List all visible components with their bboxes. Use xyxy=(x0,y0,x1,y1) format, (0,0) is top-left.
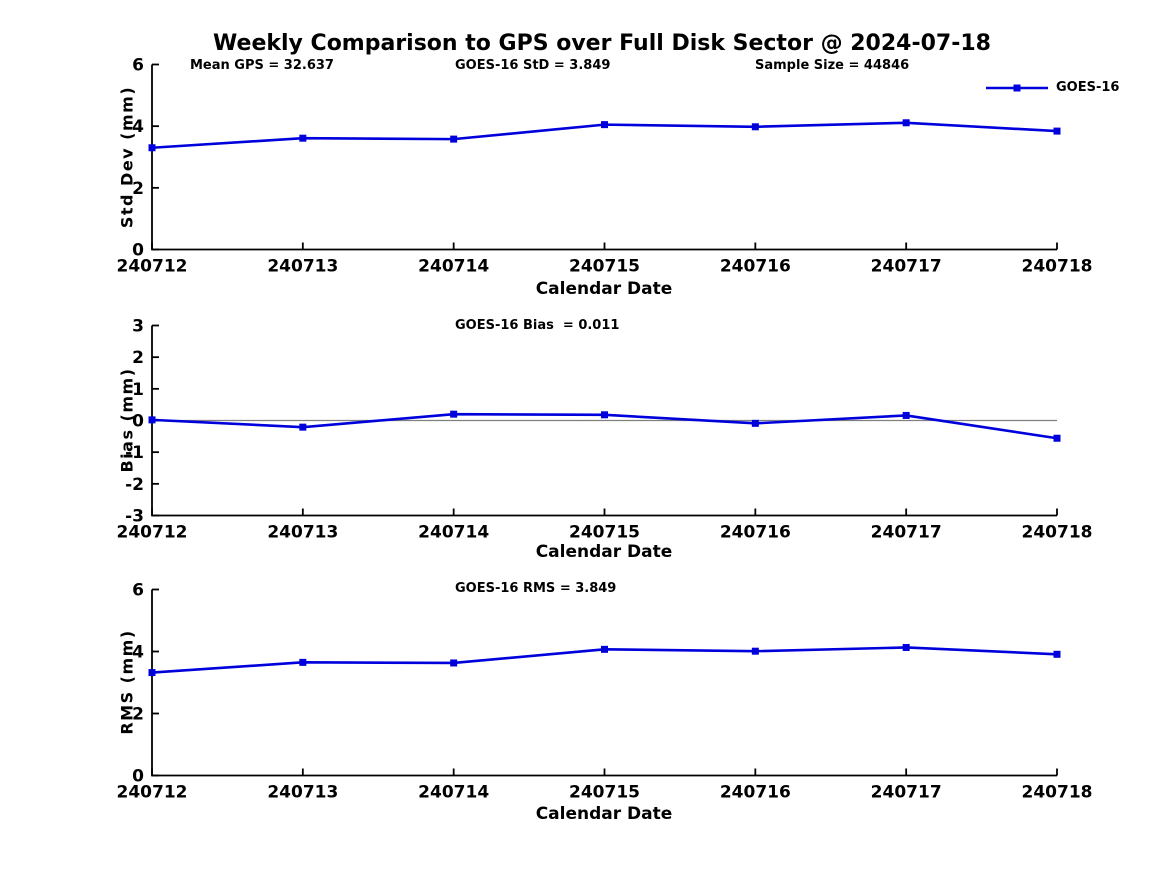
axis-lines xyxy=(151,589,1057,777)
data-point-marker xyxy=(148,669,156,677)
y-tick-label: 1 xyxy=(132,380,144,400)
x-tick-label: 240715 xyxy=(569,783,640,803)
y-tick-label: -3 xyxy=(125,507,144,527)
data-point-marker xyxy=(299,658,307,666)
x-tick-label: 240713 xyxy=(267,523,338,543)
x-tick-label: 240716 xyxy=(720,783,791,803)
y-tick-label: 3 xyxy=(132,317,144,337)
x-tick-label: 240715 xyxy=(569,257,640,277)
data-point-marker xyxy=(1053,127,1061,135)
data-point-marker xyxy=(751,647,759,655)
data-point-marker xyxy=(601,411,608,419)
legend-label: GOES-16 xyxy=(1056,80,1120,95)
x-tick-label: 240715 xyxy=(569,523,640,543)
rms-x-axis-label: Calendar Date xyxy=(535,804,673,824)
x-tick-label: 240712 xyxy=(117,783,188,803)
stat-goes16-bias: GOES-16 Bias = 0.011 xyxy=(455,318,620,333)
data-point-marker xyxy=(601,121,608,129)
x-tick-label: 240717 xyxy=(871,783,942,803)
data-point-marker xyxy=(601,645,608,653)
bias-y-axis-label: Bias (mm) xyxy=(117,367,137,473)
legend-line-sample xyxy=(986,84,1048,91)
y-tick-label: 4 xyxy=(132,643,144,663)
legend: GOES-16 xyxy=(985,80,1119,95)
x-tick-label: 240718 xyxy=(1022,783,1093,803)
y-tick-label: 2 xyxy=(132,179,144,199)
y-tick-label: 0 xyxy=(132,767,144,787)
data-point-marker xyxy=(751,123,759,131)
y-tick-label: 4 xyxy=(132,117,144,137)
rms-y-axis-label: RMS (mm) xyxy=(117,629,137,735)
stat-sample-size: Sample Size = 44846 xyxy=(755,58,910,73)
y-tick-label: -2 xyxy=(125,475,144,495)
data-point-marker xyxy=(148,144,156,152)
data-point-marker xyxy=(299,134,307,142)
y-tick-label: 0 xyxy=(132,241,144,261)
x-tick-label: 240712 xyxy=(117,257,188,277)
stddev-y-axis-label: Std Dev (mm) xyxy=(117,85,137,229)
data-point-marker xyxy=(450,659,458,667)
stat-mean-gps: Mean GPS = 32.637 xyxy=(190,58,334,73)
data-point-marker xyxy=(450,135,458,143)
x-tick-label: 240717 xyxy=(871,523,942,543)
y-tick-label: -1 xyxy=(125,443,144,463)
x-tick-label: 240713 xyxy=(267,783,338,803)
data-point-marker xyxy=(902,643,910,651)
x-tick-label: 240718 xyxy=(1022,523,1093,543)
x-tick-label: 240716 xyxy=(720,523,791,543)
data-point-marker xyxy=(902,119,910,127)
y-tick-label: 6 xyxy=(132,581,144,601)
figure-title: Weekly Comparison to GPS over Full Disk … xyxy=(213,31,991,56)
data-point-marker xyxy=(299,423,307,431)
y-tick-label: 0 xyxy=(132,412,144,432)
x-tick-label: 240713 xyxy=(267,257,338,277)
legend-marker-icon xyxy=(1013,84,1021,91)
x-tick-label: 240714 xyxy=(418,523,489,543)
data-point-marker xyxy=(450,410,458,418)
y-tick-label: 6 xyxy=(132,56,144,76)
stat-goes16-rms: GOES-16 RMS = 3.849 xyxy=(455,581,617,596)
x-tick-label: 240714 xyxy=(418,257,489,277)
y-tick-label: 2 xyxy=(132,348,144,368)
bias-x-axis-label: Calendar Date xyxy=(535,542,673,562)
data-point-marker xyxy=(751,419,759,427)
y-tick-label: 2 xyxy=(132,705,144,725)
data-point-marker xyxy=(148,416,156,424)
x-tick-label: 240714 xyxy=(418,783,489,803)
x-tick-label: 240716 xyxy=(720,257,791,277)
x-tick-label: 240712 xyxy=(117,523,188,543)
stat-goes16-std: GOES-16 StD = 3.849 xyxy=(455,58,611,73)
data-point-marker xyxy=(1053,650,1061,658)
stddev-x-axis-label: Calendar Date xyxy=(535,279,673,299)
data-point-marker xyxy=(902,411,910,419)
x-tick-label: 240717 xyxy=(871,257,942,277)
x-tick-label: 240718 xyxy=(1022,257,1093,277)
axis-lines xyxy=(151,64,1057,251)
data-point-marker xyxy=(1053,434,1061,442)
